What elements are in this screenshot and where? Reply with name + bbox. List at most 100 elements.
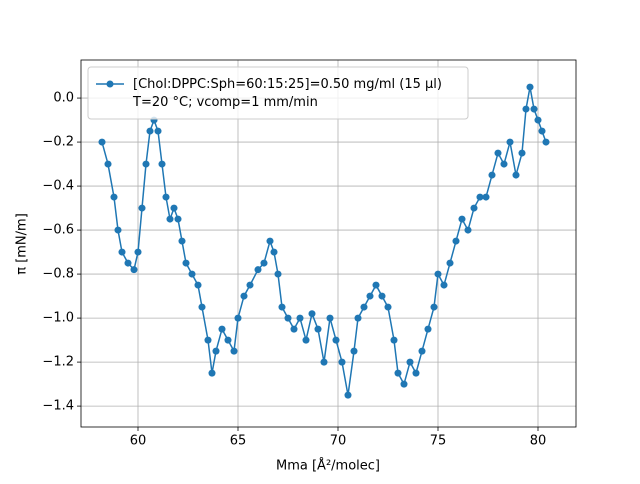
data-point [332, 336, 340, 344]
data-point [390, 336, 398, 344]
data-point [182, 259, 190, 267]
data-point [360, 303, 368, 311]
data-point [482, 193, 490, 201]
data-point [162, 193, 170, 201]
data-point [170, 204, 178, 212]
data-point [400, 380, 408, 388]
data-point [412, 369, 420, 377]
data-point [534, 116, 542, 124]
y-tick-label: −1.4 [42, 399, 74, 414]
data-point [372, 281, 380, 289]
data-point [440, 281, 448, 289]
data-point [158, 160, 166, 168]
data-point [284, 314, 292, 322]
data-point [142, 160, 150, 168]
data-point [134, 248, 142, 256]
data-point [476, 193, 484, 201]
data-point [146, 127, 154, 135]
data-point [512, 171, 520, 179]
data-point [124, 259, 132, 267]
data-point [138, 204, 146, 212]
data-point [274, 270, 282, 278]
data-point [314, 325, 322, 333]
data-line [101, 86, 547, 396]
data-point [500, 160, 508, 168]
data-point [218, 325, 226, 333]
data-point [270, 248, 278, 256]
data-point [464, 226, 472, 234]
data-point [542, 138, 550, 146]
data-point [198, 303, 206, 311]
legend-label: [Chol:DPPC:Sph=60:15:25]=0.50 mg/ml (15 … [132, 77, 442, 110]
data-point [530, 105, 538, 113]
data-point [470, 204, 478, 212]
data-point [104, 160, 112, 168]
data-point [538, 127, 546, 135]
data-point [224, 336, 232, 344]
data-point [344, 391, 352, 399]
data-point [302, 336, 310, 344]
data-point [254, 266, 262, 274]
data-point [154, 127, 162, 135]
data-point [488, 171, 496, 179]
data-point [188, 270, 196, 278]
data-point [110, 193, 118, 201]
data-point [278, 303, 286, 311]
data-point [178, 237, 186, 245]
data-point [204, 336, 212, 344]
data-point [212, 347, 220, 355]
data-point [174, 215, 182, 223]
data-point [290, 325, 298, 333]
data-point [260, 259, 268, 267]
data-point [458, 215, 466, 223]
data-point [366, 292, 374, 300]
data-point [434, 270, 442, 278]
data-point [208, 369, 216, 377]
data-point [354, 314, 362, 322]
data-point [266, 237, 274, 245]
y-axis-label: π [mN/m] [15, 213, 30, 275]
data-point [194, 281, 202, 289]
data-point [98, 138, 106, 146]
y-tick-label: 0.0 [53, 91, 74, 106]
data-point [418, 347, 426, 355]
data-point [118, 248, 126, 256]
data-point [378, 292, 386, 300]
data-point [130, 266, 138, 274]
x-tick-label: 65 [230, 434, 247, 449]
data-point [518, 149, 526, 157]
data-point [522, 105, 530, 113]
data-point [350, 347, 358, 355]
data-point [246, 281, 254, 289]
data-point [424, 325, 432, 333]
data-point [166, 215, 174, 223]
data-point [234, 314, 242, 322]
data-point [308, 310, 316, 318]
data-point [114, 226, 122, 234]
legend-marker [106, 80, 114, 88]
data-point [494, 149, 502, 157]
data-point [230, 347, 238, 355]
data-point [526, 83, 534, 91]
axes-frame [80, 59, 577, 428]
data-point [506, 138, 514, 146]
data-point [384, 303, 392, 311]
data-point [430, 303, 438, 311]
y-tick-label: −0.4 [42, 179, 74, 194]
data-point [326, 314, 334, 322]
data-point [338, 358, 346, 366]
y-tick-label: −0.8 [42, 267, 74, 282]
x-tick-label: 70 [330, 434, 347, 449]
x-tick-label: 80 [530, 434, 547, 449]
data-point [320, 358, 328, 366]
y-tick-label: −0.6 [42, 223, 74, 238]
y-tick-label: −0.2 [42, 135, 74, 150]
data-point [394, 369, 402, 377]
x-axis-label: Mma [Å²/molec] [276, 458, 380, 474]
x-tick-label: 60 [130, 434, 147, 449]
legend-box [87, 66, 469, 120]
y-tick-label: −1.0 [42, 311, 74, 326]
data-point [240, 292, 248, 300]
data-point [406, 358, 414, 366]
